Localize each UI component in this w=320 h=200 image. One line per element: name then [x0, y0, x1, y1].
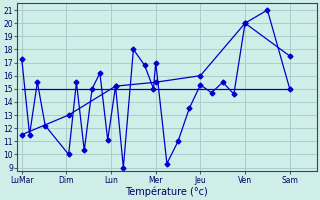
- X-axis label: Température (°c): Température (°c): [125, 186, 208, 197]
